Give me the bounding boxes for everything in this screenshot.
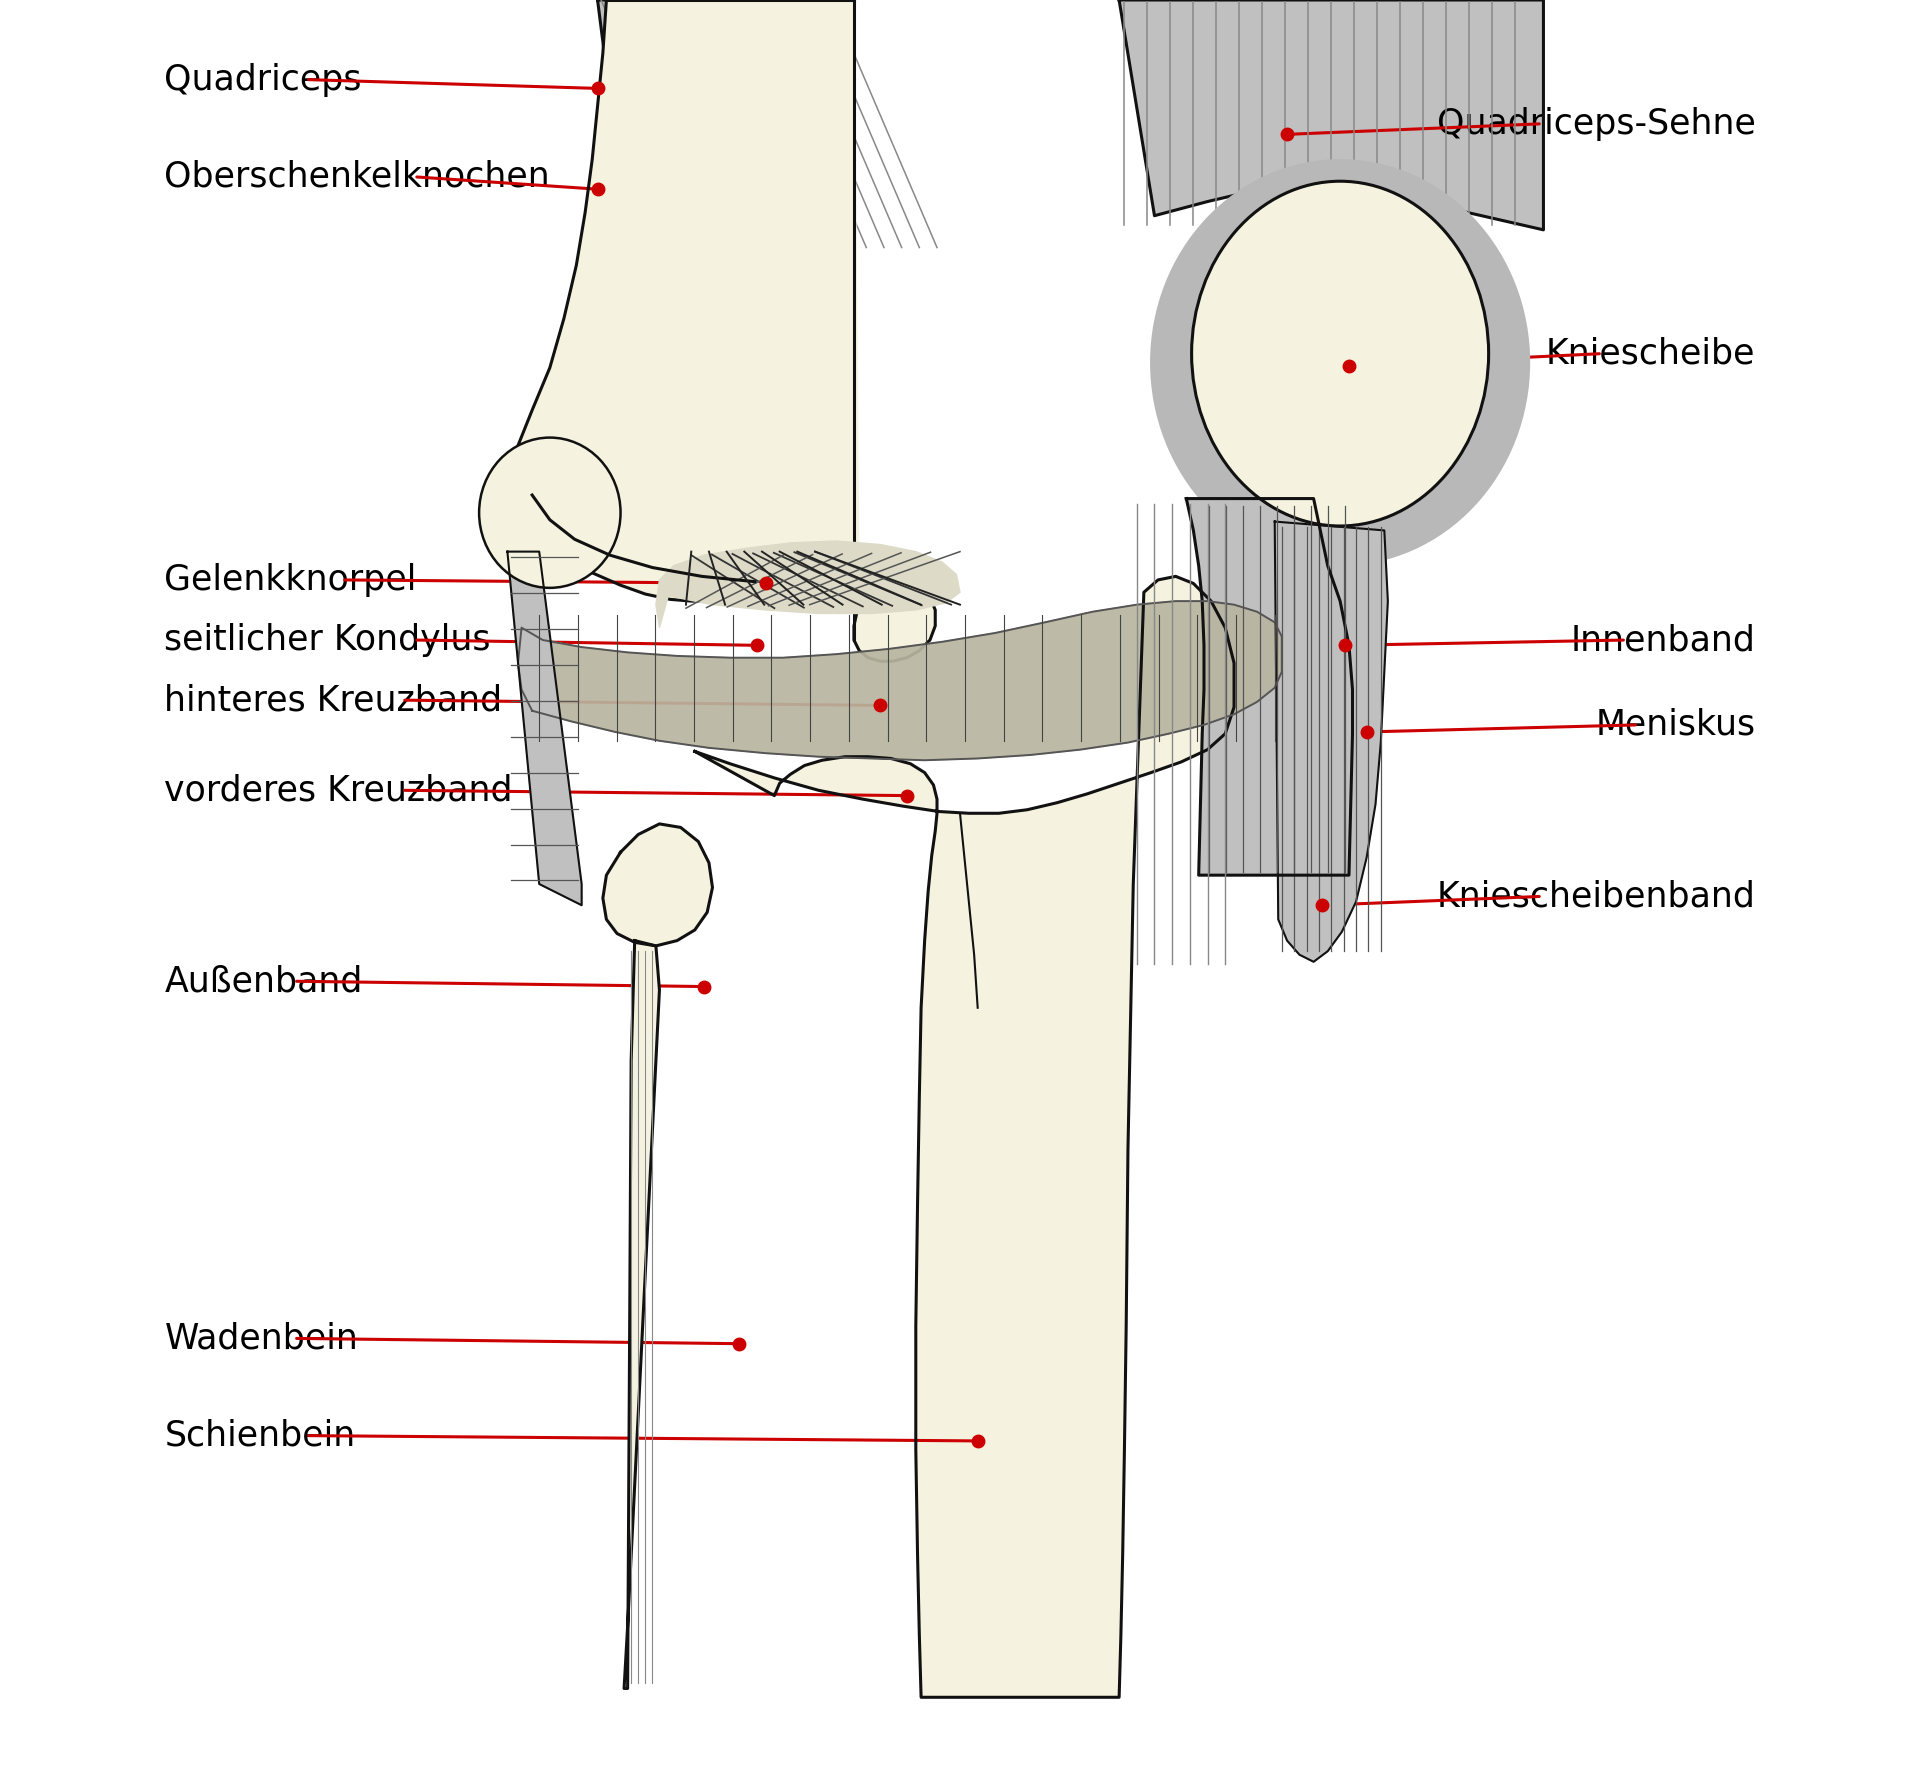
Text: Kniescheibenband: Kniescheibenband [1436,879,1755,914]
Polygon shape [695,576,1235,1697]
Text: Schienbein: Schienbein [165,1418,355,1453]
Text: hinteres Kreuzband: hinteres Kreuzband [165,682,503,718]
Text: seitlicher Kondylus: seitlicher Kondylus [165,622,492,658]
Text: Kniescheibe: Kniescheibe [1546,336,1755,371]
Polygon shape [1119,0,1544,230]
Text: Meniskus: Meniskus [1596,707,1755,743]
Text: Oberschenkelknochen: Oberschenkelknochen [165,159,551,194]
Polygon shape [597,0,845,251]
Text: Außenband: Außenband [165,964,363,999]
Polygon shape [603,824,712,946]
Text: Quadriceps: Quadriceps [165,62,361,97]
Polygon shape [515,0,935,661]
Text: vorderes Kreuzband: vorderes Kreuzband [165,773,513,808]
Polygon shape [518,601,1283,760]
Polygon shape [624,941,659,1688]
Ellipse shape [480,437,620,587]
Polygon shape [1187,499,1352,875]
Polygon shape [1275,522,1388,962]
Text: Innenband: Innenband [1571,622,1755,658]
Ellipse shape [1192,180,1488,527]
Text: Gelenkknorpel: Gelenkknorpel [165,562,417,598]
Text: Wadenbein: Wadenbein [165,1321,359,1356]
Polygon shape [657,541,960,628]
Text: Quadriceps-Sehne: Quadriceps-Sehne [1436,106,1755,141]
Polygon shape [507,552,582,905]
Ellipse shape [1150,159,1530,566]
